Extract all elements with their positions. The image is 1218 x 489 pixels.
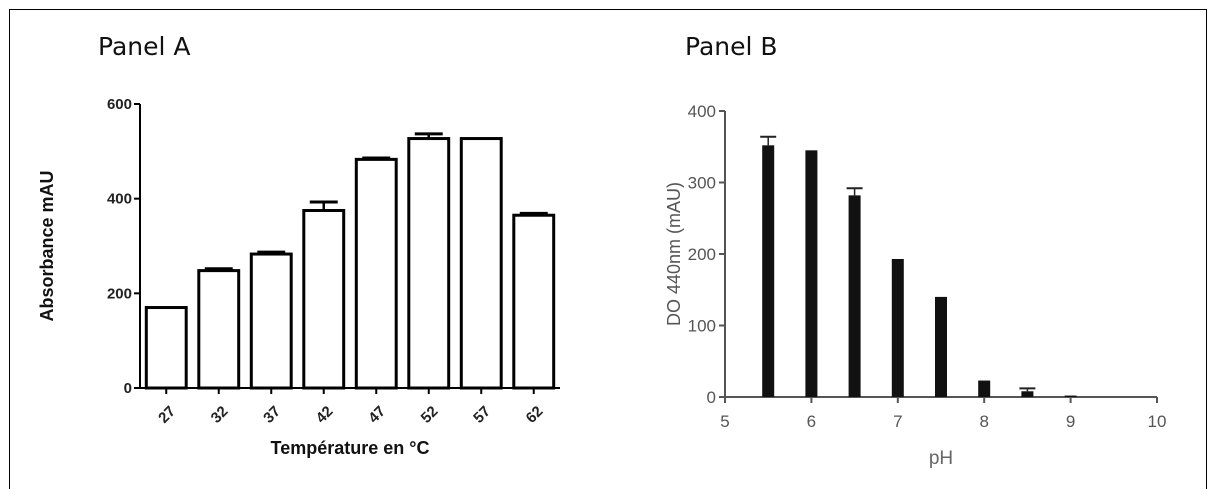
x-tick-label: 37 <box>260 403 284 427</box>
figure-frame <box>9 9 1207 489</box>
x-tick-label: 62 <box>523 403 547 427</box>
x-tick-label: 27 <box>155 403 179 427</box>
x-tick-label: 7 <box>893 412 902 431</box>
y-tick-label: 600 <box>107 96 132 113</box>
y-tick-label: 400 <box>107 191 132 208</box>
bar <box>249 252 293 390</box>
bar <box>805 150 818 397</box>
y-tick-label: 0 <box>707 388 716 407</box>
x-tick-label: 42 <box>313 403 337 427</box>
panel-b-label: Panel B <box>685 32 778 61</box>
bar <box>1021 391 1034 397</box>
y-tick-label: 0 <box>124 380 132 397</box>
x-tick-label: 57 <box>470 403 494 427</box>
x-tick-label: 52 <box>418 403 442 427</box>
x-tick-label: 6 <box>807 412 816 431</box>
bar <box>935 296 947 397</box>
bar <box>978 380 991 397</box>
y-tick-label: 300 <box>688 174 716 193</box>
x-tick-label: 32 <box>208 403 232 427</box>
panel-a-label: Panel A <box>98 32 191 61</box>
bar <box>144 306 188 390</box>
bar <box>891 259 904 397</box>
y-tick-label: 200 <box>688 245 716 264</box>
y-tick-label: 400 <box>688 102 716 121</box>
y-axis-title: DO 440nm (mAU) <box>664 182 684 326</box>
y-tick-label: 100 <box>688 317 716 336</box>
bar <box>1064 395 1077 397</box>
x-tick-label: 9 <box>1066 412 1075 431</box>
bar <box>197 269 241 390</box>
y-tick-label: 200 <box>107 285 132 302</box>
bar <box>459 137 503 390</box>
chart-panel-a: 0 200 400 600 27 32 37 42 47 52 57 62 Température en… <box>37 96 560 458</box>
chart-panel-b: 0 100 200 300 400 5 6 7 8 9 10 pH DO 440nm (mAU) <box>664 102 1167 469</box>
x-axis-title: pH <box>929 448 953 469</box>
bar <box>848 195 861 397</box>
x-tick-label: 47 <box>365 403 389 427</box>
bar <box>512 213 556 390</box>
bar <box>762 145 775 397</box>
bar <box>407 137 451 390</box>
bar <box>302 209 346 390</box>
x-tick-label: 5 <box>720 412 729 431</box>
x-tick-label: 8 <box>979 412 988 431</box>
bar <box>354 157 398 390</box>
y-axis-title: Absorbance mAU <box>37 170 57 321</box>
x-tick-label: 10 <box>1148 412 1167 431</box>
x-axis-title: Température en °C <box>271 438 430 458</box>
